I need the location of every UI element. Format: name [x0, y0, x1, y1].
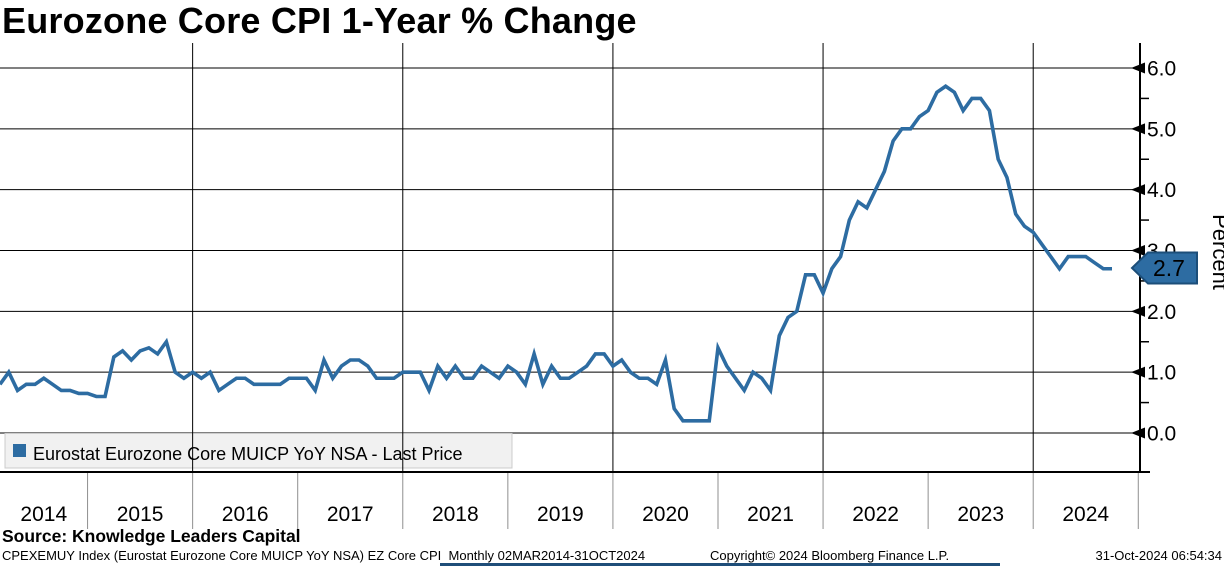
- cpi-line-series: [0, 84, 1113, 423]
- copyright-notice: Copyright© 2024 Bloomberg Finance L.P.: [710, 548, 950, 563]
- legend-series-marker: [13, 444, 26, 457]
- x-year-label: 2015: [117, 503, 164, 526]
- y-tick-label: 1.0: [1147, 362, 1176, 385]
- y-tick-label: 2.0: [1147, 301, 1176, 324]
- y-tick-arrow: [1131, 62, 1145, 74]
- x-year-label: 2022: [852, 503, 899, 526]
- y-tick-label: 0.0: [1147, 423, 1176, 446]
- vertical-gridlines: [192, 43, 1034, 472]
- x-year-label: 2017: [327, 503, 374, 526]
- legend-box: [4, 433, 513, 469]
- y-tick-label: 6.0: [1147, 58, 1176, 81]
- y-tick-arrow: [1131, 245, 1145, 256]
- x-year-label: 2019: [537, 503, 584, 526]
- y-tick-arrow: [1131, 123, 1145, 135]
- legend-series-label: Eurostat Eurozone Core MUICP YoY NSA - L…: [33, 444, 463, 464]
- x-year-label: 2021: [747, 503, 794, 526]
- y-axis: 0.01.02.03.04.05.06.0: [1131, 43, 1176, 472]
- x-year-label: 2014: [20, 503, 67, 526]
- y-tick-arrow: [1131, 366, 1145, 378]
- legend: Eurostat Eurozone Core MUICP YoY NSA - L…: [4, 433, 513, 469]
- last-price-badge-value: 2.7: [1153, 255, 1185, 281]
- last-price-badge: 2.7: [1130, 251, 1198, 285]
- x-year-label: 2024: [1062, 503, 1109, 526]
- y-tick-arrow: [1131, 305, 1145, 317]
- y-tick-arrow: [1131, 427, 1145, 439]
- y-axis-title: Percent: [1208, 214, 1224, 290]
- y-tick-arrow: [1131, 184, 1145, 196]
- x-year-label: 2016: [222, 503, 269, 526]
- bottom-accent-bar: [440, 563, 1000, 566]
- last-price-badge-shape: [1130, 251, 1198, 285]
- security-info: CPEXEMUY Index (Eurostat Eurozone Core M…: [2, 548, 646, 563]
- x-axis: 2014 2015 2016 2017 2018 2019 2020 2021 2022 2023…: [0, 471, 1150, 529]
- y-tick-label: 4.0: [1147, 179, 1176, 202]
- footer-timestamp: 31-Oct-2024 06:54:34: [1095, 548, 1222, 563]
- source-line: Source: Knowledge Leaders Capital: [2, 526, 301, 546]
- x-year-label: 2018: [432, 503, 479, 526]
- x-year-label: 2020: [642, 503, 689, 526]
- chart-title: Eurozone Core CPI 1-Year % Change: [2, 0, 637, 41]
- x-year-label: 2023: [957, 503, 1004, 526]
- y-tick-label: 5.0: [1147, 118, 1176, 141]
